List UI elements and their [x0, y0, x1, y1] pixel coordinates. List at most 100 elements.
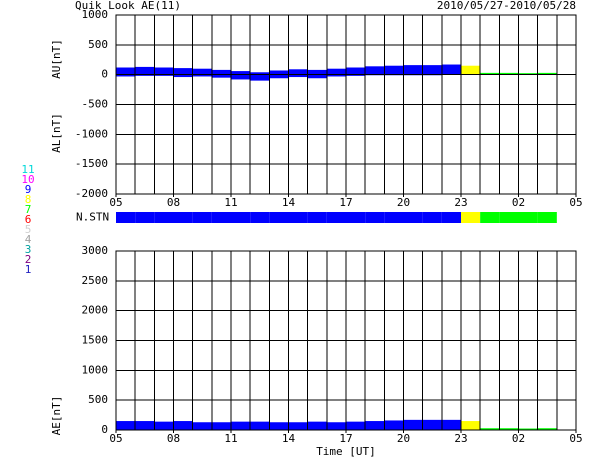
y-tick-label: -1500 [75, 157, 108, 170]
x-tick-label: 05 [109, 432, 122, 445]
x-tick-label: 05 [569, 196, 582, 209]
au-al-range [250, 72, 270, 81]
station-count [537, 212, 557, 223]
ae-bar [307, 421, 327, 430]
y-tick-label: 500 [88, 393, 108, 406]
legend-label: 11 [21, 163, 34, 176]
ae-bar [499, 428, 519, 430]
date-range: 2010/05/27-2010/05/28 [437, 0, 576, 12]
legend-label: 9 [25, 183, 32, 196]
ae-bar [441, 419, 461, 430]
y-tick-label: 1500 [82, 334, 109, 347]
legend-label: 2 [25, 253, 32, 266]
x-tick-label: 02 [512, 432, 525, 445]
plot-frame [115, 14, 577, 195]
y-axis-label: AU[nT] [50, 39, 63, 79]
ae-bar [365, 421, 385, 430]
legend-label: 7 [25, 203, 32, 216]
y-tick-label: 0 [101, 68, 108, 81]
x-tick-label: 14 [282, 196, 296, 209]
au-al-range [173, 68, 193, 78]
au-al-range [441, 64, 461, 75]
legend-label: 1 [25, 263, 32, 276]
y-tick-label: -1000 [75, 127, 108, 140]
chart-title: Quik Look AE(11) [75, 0, 181, 12]
au-al-range [231, 71, 251, 80]
station-count [326, 212, 346, 223]
station-count [403, 212, 423, 223]
ae-bar [211, 422, 231, 430]
y-tick-label: 2500 [82, 274, 109, 287]
au-al-range [288, 69, 308, 78]
y-tick-label: 1000 [82, 363, 109, 376]
station-count [422, 212, 442, 223]
au-al-range [365, 66, 385, 76]
plot-frame [115, 250, 577, 431]
ae-bar [288, 422, 308, 430]
ae-bar [326, 422, 346, 430]
ae-bar [154, 421, 174, 430]
x-tick-label: 17 [339, 196, 352, 209]
station-count [384, 212, 404, 223]
ae-bar [461, 421, 481, 430]
station-count [441, 212, 461, 223]
au-al-range [154, 67, 174, 76]
ae-bar [231, 421, 251, 430]
y-tick-label: -2000 [75, 187, 108, 200]
station-count [173, 212, 193, 223]
au-al-range [537, 72, 557, 75]
ae-bar [135, 421, 155, 430]
au-al-range [116, 67, 136, 77]
station-count [518, 212, 538, 223]
station-count [365, 212, 385, 223]
au-al-range [346, 67, 366, 76]
x-tick-label: 02 [512, 196, 525, 209]
ae-bar [250, 421, 270, 430]
au-al-range [307, 69, 327, 79]
y-axis-label: AL[nT] [50, 113, 63, 153]
au-al-range [192, 68, 212, 77]
x-tick-label: 23 [454, 432, 467, 445]
station-count [211, 212, 231, 223]
ae-bar [384, 420, 404, 430]
au-al-range [403, 65, 423, 76]
au-al-range [211, 69, 231, 78]
station-count [307, 212, 327, 223]
y-axis-label: AE[nT] [50, 396, 63, 436]
ae-bar [422, 419, 442, 430]
station-count [116, 212, 136, 223]
station-count [250, 212, 270, 223]
x-tick-label: 17 [339, 432, 352, 445]
au-al-range [518, 73, 538, 75]
x-axis-label: Time [UT] [316, 445, 376, 458]
x-tick-label: 11 [224, 196, 237, 209]
station-count [461, 212, 481, 223]
legend-label: 10 [21, 173, 34, 186]
station-count [135, 212, 155, 223]
station-count [288, 212, 308, 223]
strip-label: N.STN [76, 211, 109, 224]
y-tick-label: 0 [101, 423, 108, 436]
au-al-range [480, 72, 500, 75]
ae-bar [537, 428, 557, 430]
station-count [154, 212, 174, 223]
y-tick-label: 2000 [82, 304, 109, 317]
legend-label: 4 [25, 233, 32, 246]
ae-bar [346, 421, 366, 430]
ae-bar [173, 421, 193, 430]
x-tick-label: 23 [454, 196, 467, 209]
x-tick-label: 08 [167, 196, 180, 209]
y-tick-label: 1000 [82, 8, 109, 21]
legend-label: 6 [25, 213, 32, 226]
station-count [269, 212, 289, 223]
au-al-range [135, 66, 155, 76]
x-tick-label: 11 [224, 432, 237, 445]
station-count [346, 212, 366, 223]
ae-bar [403, 419, 423, 430]
ae-bar [192, 422, 212, 430]
au-al-range [499, 72, 519, 75]
y-tick-label: 3000 [82, 244, 109, 257]
station-count [499, 212, 519, 223]
station-count [192, 212, 212, 223]
